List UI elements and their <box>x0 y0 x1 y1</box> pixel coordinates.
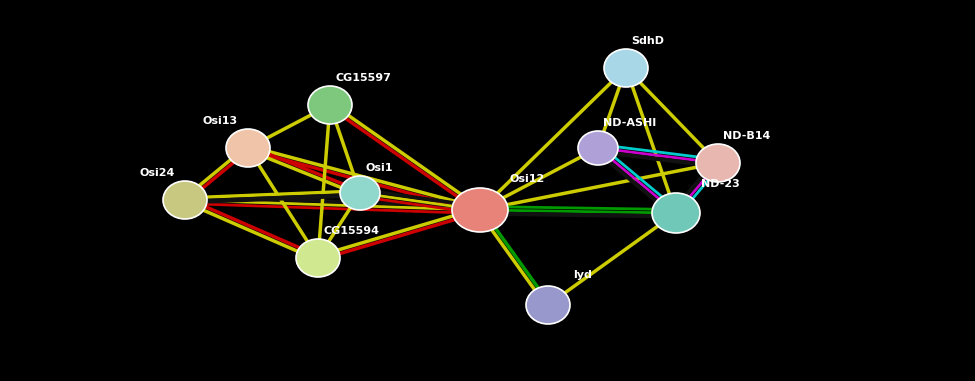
Text: Osi1: Osi1 <box>365 163 393 173</box>
Text: ND-23: ND-23 <box>701 179 740 189</box>
Text: Osi12: Osi12 <box>510 174 545 184</box>
Ellipse shape <box>604 49 648 87</box>
Text: CG15594: CG15594 <box>323 226 379 236</box>
Text: CG15597: CG15597 <box>335 73 391 83</box>
Ellipse shape <box>308 86 352 124</box>
Text: ND-ASHI: ND-ASHI <box>603 118 656 128</box>
Ellipse shape <box>696 144 740 182</box>
Text: Osi13: Osi13 <box>203 116 238 126</box>
Ellipse shape <box>163 181 207 219</box>
Text: lyd: lyd <box>573 270 592 280</box>
Ellipse shape <box>340 176 380 210</box>
Ellipse shape <box>652 193 700 233</box>
Text: ND-B14: ND-B14 <box>723 131 770 141</box>
Ellipse shape <box>578 131 618 165</box>
Text: SdhD: SdhD <box>631 36 664 46</box>
Ellipse shape <box>296 239 340 277</box>
Text: Osi24: Osi24 <box>139 168 175 178</box>
Ellipse shape <box>226 129 270 167</box>
Ellipse shape <box>452 188 508 232</box>
Ellipse shape <box>526 286 570 324</box>
